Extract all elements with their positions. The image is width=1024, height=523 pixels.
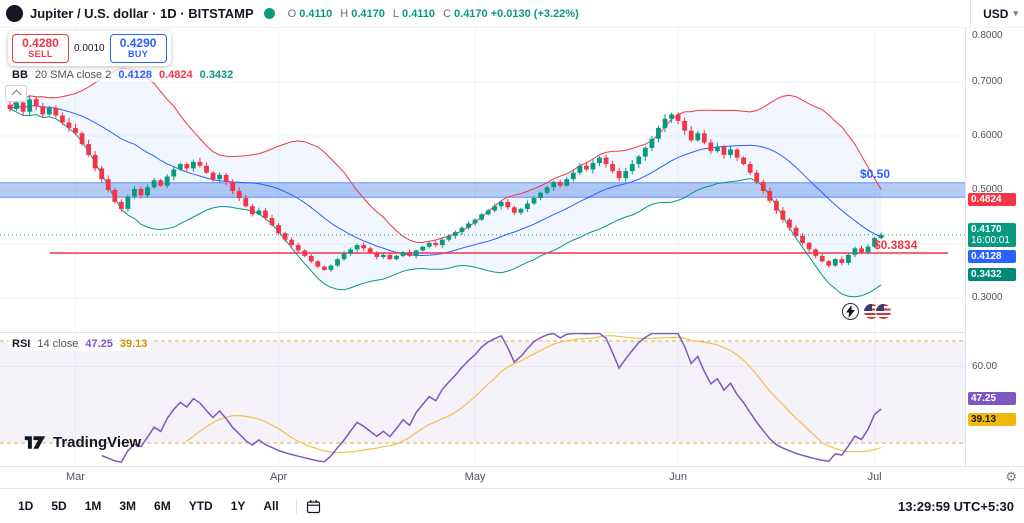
low-label: L xyxy=(392,7,400,20)
bb-basis-value: 0.4128 xyxy=(118,69,152,81)
symbol-title[interactable]: Jupiter / U.S. dollar · 1D · BITSTAMP xyxy=(30,6,254,21)
chevron-up-icon xyxy=(11,89,21,100)
tradingview-watermark: TradingView xyxy=(24,434,141,451)
time-axis-month-apr: Apr xyxy=(269,471,288,483)
buy-button[interactable]: 0.4290 BUY xyxy=(109,34,167,64)
close-value: 0.4170 xyxy=(454,7,488,20)
lightning-icon[interactable] xyxy=(842,303,859,320)
sell-button[interactable]: 0.4280 SELL xyxy=(12,34,69,64)
bb-indicator-legend[interactable]: BB 20 SMA close 2 0.4128 0.4824 0.3432 xyxy=(8,68,238,82)
event-markers xyxy=(842,303,892,320)
market-status-icon[interactable] xyxy=(263,8,275,19)
price-axis-label: 0.8000 xyxy=(972,30,1003,41)
high-value: 0.4170 xyxy=(351,7,385,20)
flag-icon[interactable] xyxy=(875,303,892,320)
ohlc-readout: O 0.4110 H 0.4170 L 0.4110 C 0.4170 +0.0… xyxy=(283,8,579,20)
currency-selector[interactable]: USD ▾ xyxy=(970,0,1018,27)
range-button-6m[interactable]: 6M xyxy=(146,496,179,516)
time-axis-month-jul: Jul xyxy=(867,471,882,483)
price-badge-0.3432: 0.3432 xyxy=(968,267,1016,281)
range-button-1y[interactable]: 1Y xyxy=(223,496,254,516)
open-value: 0.4110 xyxy=(299,7,333,20)
price-badge-0.4824: 0.4824 xyxy=(968,192,1016,206)
price-axis-label: 0.5000 xyxy=(972,184,1003,195)
spread-value: 0.0010 xyxy=(74,43,105,55)
close-label: C xyxy=(443,7,452,20)
buy-label: BUY xyxy=(127,49,149,60)
price-axis[interactable]: 0.8000 0.7000 0.6000 0.5000 0.3000 0.4824 0.41… xyxy=(965,28,1024,466)
time-axis-month-jun: Jun xyxy=(669,471,687,483)
price-axis-label: 0.7000 xyxy=(972,76,1003,87)
price-badge-0.4170: 0.4170 16:00:01 xyxy=(968,222,1016,247)
range-button-5d[interactable]: 5D xyxy=(43,496,74,516)
low-value: 0.4110 xyxy=(402,7,436,20)
clock-readout[interactable]: 13:29:59 UTC+5:30 xyxy=(898,498,1014,514)
range-button-3m[interactable]: 3M xyxy=(111,496,144,516)
bb-name: BB xyxy=(12,69,28,81)
calendar-icon[interactable] xyxy=(306,499,321,514)
tradingview-logo-icon xyxy=(24,436,46,449)
change-value: +0.0130 (+3.22%) xyxy=(490,7,579,20)
rsi-indicator-legend[interactable]: RSI 14 close 47.25 39.13 xyxy=(8,337,152,351)
range-button-1d[interactable]: 1D xyxy=(10,496,41,516)
toolbar-divider xyxy=(295,498,297,514)
trade-panel: 0.4280 SELL 0.0010 0.4290 BUY xyxy=(8,31,171,67)
rsi-params: 14 close xyxy=(37,338,79,350)
bb-upper-value: 0.4824 xyxy=(158,69,193,81)
price-axis-label: 0.3000 xyxy=(972,292,1003,303)
bb-lower-value: 0.3432 xyxy=(199,69,234,81)
chart-area[interactable]: 0.4280 SELL 0.0010 0.4290 BUY BB 20 SMA … xyxy=(0,28,965,466)
watermark-text: TradingView xyxy=(53,434,142,451)
axis-settings-gear-icon[interactable]: ⚙ xyxy=(1005,469,1017,484)
bottom-toolbar: 1D 5D 1M 3M 6M YTD 1Y All 13:29:59 UTC+5:30 xyxy=(0,488,1024,523)
price-chart-canvas[interactable] xyxy=(0,28,965,466)
range-button-ytd[interactable]: YTD xyxy=(181,496,221,516)
rsi-name: RSI xyxy=(12,338,31,350)
chart-header: Jupiter / U.S. dollar · 1D · BITSTAMP O … xyxy=(0,0,1024,28)
currency-label: USD xyxy=(983,6,1009,21)
jupiter-logo-icon xyxy=(6,5,23,22)
support-level-label: $0.3834 xyxy=(874,238,918,252)
flag-canton xyxy=(864,304,872,311)
price-axis-label: 0.6000 xyxy=(972,130,1003,141)
rsi-ma-value: 39.13 xyxy=(119,338,148,350)
time-axis-month-mar: Mar xyxy=(66,471,85,483)
sell-label: SELL xyxy=(28,49,53,60)
price-badge-0.4128: 0.4128 xyxy=(968,249,1016,263)
bb-params: 20 SMA close 2 xyxy=(34,69,112,81)
badge: 39.13 xyxy=(968,412,1016,426)
badge: 47.25 xyxy=(968,392,1016,405)
buy-price: 0.4290 xyxy=(119,36,157,50)
range-buttons: 1D 5D 1M 3M 6M YTD 1Y All xyxy=(10,496,287,516)
collapse-pane-button[interactable] xyxy=(5,85,27,102)
rsi-value: 47.25 xyxy=(85,338,113,350)
resistance-level-label: $0.50 xyxy=(860,167,891,181)
high-label: H xyxy=(340,7,349,20)
range-button-1m[interactable]: 1M xyxy=(77,496,110,516)
time-axis[interactable]: ⚙ Mar Apr May Jun Jul xyxy=(0,466,1024,488)
chevron-down-icon: ▾ xyxy=(1013,8,1018,18)
price-axis-label: 60.00 xyxy=(972,360,998,372)
flag-canton xyxy=(876,304,884,311)
sell-price: 0.4280 xyxy=(22,36,59,50)
range-button-all[interactable]: All xyxy=(255,496,286,516)
open-label: O xyxy=(287,7,297,20)
time-axis-month-may: May xyxy=(464,471,486,483)
